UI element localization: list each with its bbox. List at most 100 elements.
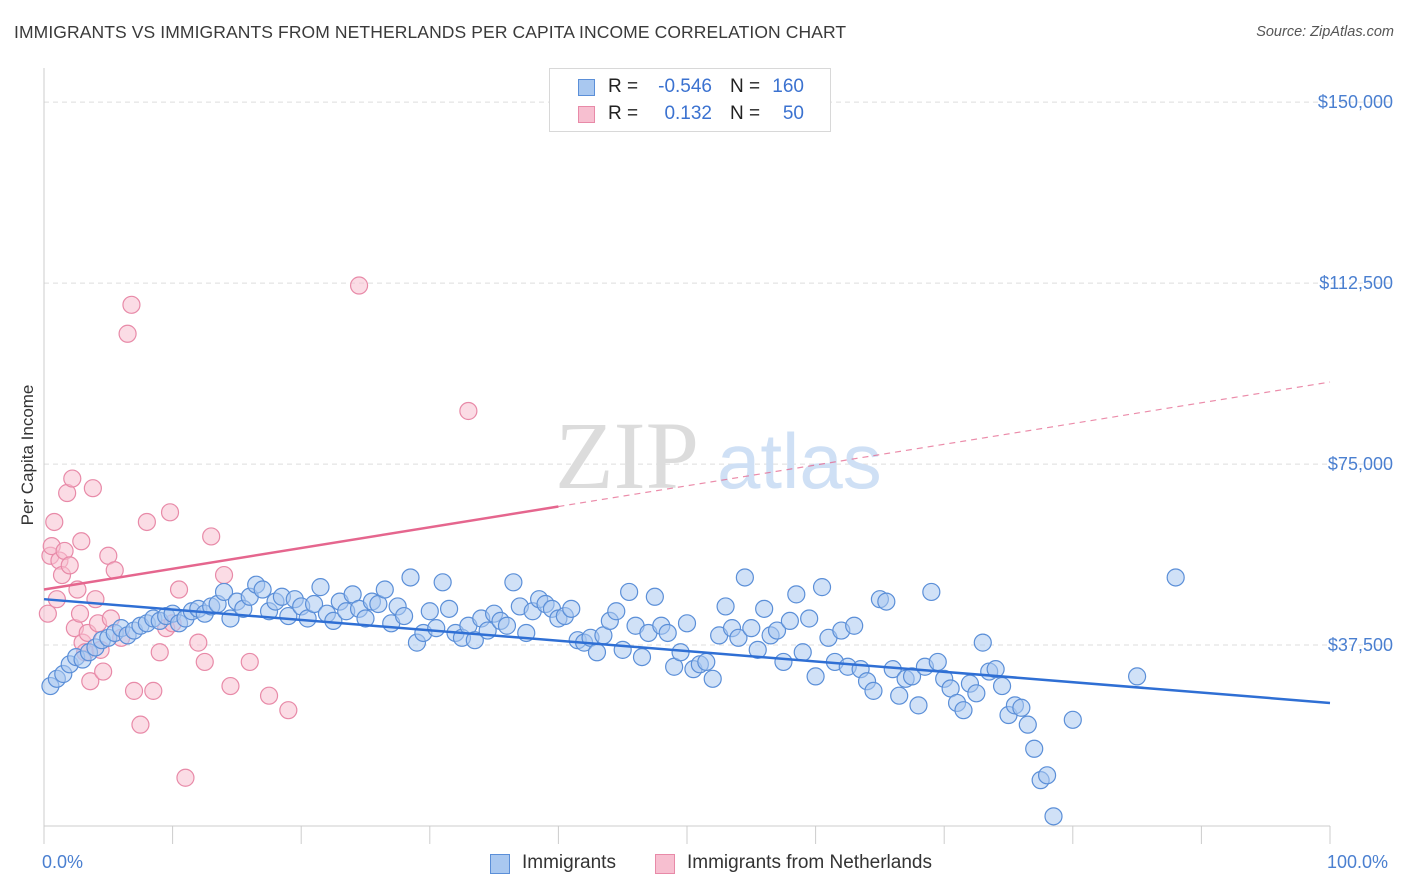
immigrants-point [800, 609, 819, 628]
immigrants-point [902, 667, 922, 686]
netherlands-trend-line-dashed [558, 381, 1331, 508]
netherlands-point [60, 556, 79, 575]
immigrants-point [954, 701, 973, 720]
watermark-zip: ZIP [555, 402, 699, 509]
immigrants-point [973, 633, 992, 652]
immigrants-point [703, 669, 722, 688]
immigrants-point [967, 684, 986, 703]
immigrants-point [864, 681, 883, 700]
immigrants-point [1018, 715, 1037, 734]
legend-row-immigrants: R = -0.546 N = 160 [550, 74, 830, 100]
immigrants-point [729, 628, 748, 647]
immigrants-point [787, 585, 806, 604]
netherlands-point [81, 672, 100, 691]
immigrants-point [645, 587, 664, 606]
immigrants-point [427, 619, 446, 638]
legend-swatch-pink [578, 106, 595, 123]
immigrants-point [806, 667, 825, 686]
immigrants-point [658, 623, 677, 643]
legend-n-value: 160 [772, 76, 804, 97]
immigrants-point [1044, 807, 1063, 826]
immigrants-point [755, 599, 774, 618]
legend-r-value: -0.546 [658, 76, 712, 97]
netherlands-point [124, 681, 144, 700]
netherlands-point [70, 604, 90, 623]
netherlands-point [221, 676, 240, 696]
immigrants-point [304, 594, 324, 614]
netherlands-point [214, 565, 234, 585]
netherlands-point [131, 715, 150, 734]
netherlands-point [72, 532, 91, 551]
immigrants-point [465, 631, 484, 650]
x-tick-label-max: 100.0% [1327, 852, 1389, 872]
immigrants-point [632, 647, 652, 667]
immigrants-point [497, 616, 517, 635]
netherlands-point [459, 401, 478, 421]
immigrants-point [928, 652, 947, 672]
netherlands-point [38, 604, 57, 623]
immigrants-point [562, 599, 581, 618]
legend-r-label: R = [608, 76, 639, 97]
immigrants-point [1127, 667, 1147, 686]
y-tick-label: $75,000 [1328, 454, 1393, 474]
immigrants-point [986, 660, 1005, 679]
legend-r-label: R = [608, 103, 639, 124]
netherlands-point [63, 469, 82, 488]
immigrants-point [356, 609, 375, 628]
immigrants-point [253, 580, 272, 599]
immigrants-trend-line [43, 597, 1331, 705]
netherlands-point [45, 512, 64, 532]
netherlands-point [169, 580, 189, 599]
immigrants-point [401, 568, 420, 587]
netherlands-point [122, 295, 141, 314]
y-tick-label: $112,500 [1319, 273, 1393, 293]
immigrants-point [504, 573, 523, 592]
immigrants-point [748, 640, 767, 659]
netherlands-point [202, 527, 221, 546]
immigrants-point [375, 580, 394, 599]
immigrants-point [697, 652, 716, 672]
immigrants-point [433, 573, 452, 592]
legend-n-label: N = [730, 76, 761, 97]
netherlands-point [83, 479, 102, 498]
immigrants-point [1025, 739, 1044, 758]
bottom-legend-label: Immigrants [522, 852, 616, 873]
watermark-atlas: atlas [717, 417, 882, 505]
immigrants-point [214, 582, 234, 602]
source-label: Source: ZipAtlas.com [1256, 24, 1394, 40]
bottom-legend-swatch-pink [655, 854, 675, 874]
gridlines [44, 101, 1392, 646]
immigrants-point [1166, 568, 1185, 587]
immigrants-point [812, 578, 832, 597]
axes [43, 68, 1331, 844]
immigrants-point [677, 614, 697, 633]
immigrants-point [394, 606, 414, 626]
bottom-legend-swatch-blue [490, 854, 510, 874]
netherlands-point [279, 701, 298, 720]
netherlands-point [349, 276, 369, 295]
series-immigrants-points [41, 568, 1185, 826]
legend-swatch-blue [578, 79, 595, 96]
immigrants-point [587, 643, 607, 662]
netherlands-point [150, 643, 169, 662]
legend-r-value: 0.132 [664, 103, 712, 124]
y-tick-label: $37,500 [1328, 635, 1393, 655]
series-netherlands-points [38, 276, 478, 787]
netherlands-point [240, 652, 259, 672]
trend-lines [43, 381, 1331, 705]
legend-n-label: N = [730, 103, 761, 124]
immigrants-point [845, 616, 864, 635]
immigrants-point [607, 602, 626, 621]
immigrants-point [311, 578, 330, 597]
immigrants-point [909, 696, 928, 715]
netherlands-point [94, 662, 113, 681]
immigrants-point [735, 568, 754, 587]
netherlands-trend-line-solid [43, 505, 559, 591]
immigrants-point [716, 597, 735, 616]
immigrants-point [620, 582, 639, 602]
correlation-legend: R = -0.546 N = 160 R = 0.132 N = 50 [549, 68, 831, 132]
immigrants-point [992, 676, 1012, 696]
immigrants-point [793, 643, 812, 662]
immigrants-point [877, 592, 896, 611]
y-tick-labels: $37,500 $75,000 $112,500 $150,000 [1318, 92, 1393, 655]
